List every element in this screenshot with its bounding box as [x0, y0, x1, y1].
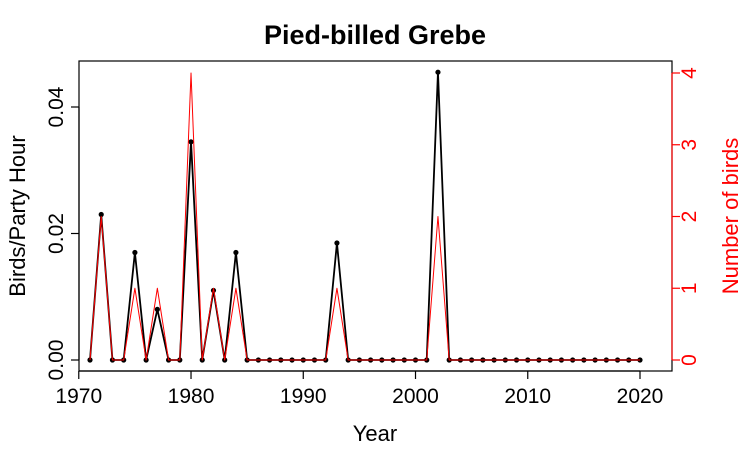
y-axis-left: 0.00 0.02 0.04 — [45, 86, 80, 381]
data-point — [188, 139, 194, 145]
data-point — [233, 249, 239, 256]
y2-tick-label: 3 — [678, 139, 701, 151]
data-point — [334, 240, 340, 246]
data-point — [132, 249, 138, 256]
data-point — [98, 211, 104, 218]
x-tick-label: 1970 — [55, 385, 102, 408]
y-tick-label: 0.00 — [45, 340, 68, 381]
x-tick-label: 2000 — [392, 385, 439, 408]
x-tick-label: 1990 — [280, 385, 327, 408]
x-axis: 1970 1980 1990 2000 2010 2020 — [55, 370, 664, 408]
y2-tick-label: 2 — [678, 211, 701, 223]
y-tick-label: 0.04 — [45, 86, 68, 127]
y2-tick-label: 0 — [678, 354, 701, 366]
chart-title: Pied-billed Grebe — [264, 20, 486, 50]
x-axis-label: Year — [353, 421, 397, 446]
y-axis-label: Birds/Party Hour — [5, 135, 30, 296]
x-tick-label: 2010 — [504, 385, 551, 408]
series-line-count — [89, 72, 640, 361]
y-axis-right: 0 1 2 3 4 — [671, 67, 701, 366]
y-tick-label: 0.02 — [45, 213, 68, 254]
x-tick-label: 1980 — [168, 385, 215, 408]
y2-axis-label: Number of birds — [718, 138, 743, 295]
y2-tick-label: 1 — [678, 282, 701, 294]
series-line-rate — [89, 71, 640, 361]
x-tick-label: 2020 — [617, 385, 664, 408]
plot-frame — [78, 60, 673, 372]
y2-tick-label: 4 — [678, 67, 701, 79]
series-layer — [87, 69, 643, 363]
data-point — [154, 306, 160, 312]
data-point — [435, 69, 441, 75]
